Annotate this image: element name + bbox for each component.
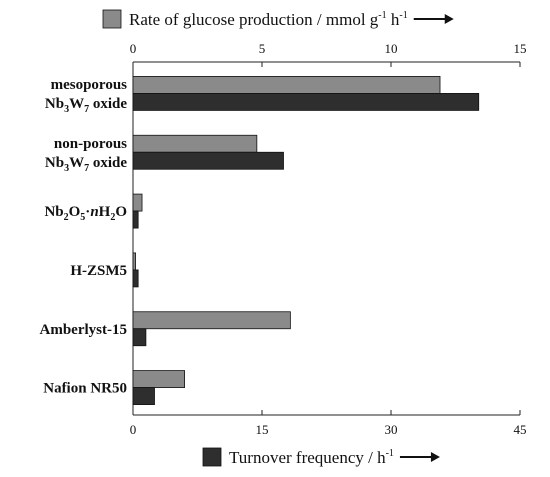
turnover-frequency-bar xyxy=(132,210,139,229)
top-axis: 0 5 10 15 xyxy=(130,41,527,67)
category-label: non-porous xyxy=(54,136,127,152)
top-tick-label: 0 xyxy=(130,41,137,56)
plot-frame xyxy=(132,61,520,416)
legend-top: Rate of glucose production / mmol g-1 h-… xyxy=(102,9,454,29)
top-tick-label: 15 xyxy=(514,41,527,56)
top-tick-label: 5 xyxy=(259,41,266,56)
bottom-tick-label: 30 xyxy=(385,422,398,437)
category-label: H-ZSM5 xyxy=(70,263,127,279)
turnover-frequency-bar xyxy=(132,93,480,111)
category-label: mesoporous xyxy=(51,77,128,93)
category-label: Amberlyst-15 xyxy=(40,322,127,338)
bottom-tick-label: 45 xyxy=(514,422,527,437)
glucose-rate-bar xyxy=(132,370,185,388)
legend-bottom: Turnover frequency / h-1 xyxy=(202,447,440,467)
glucose-rate-bar xyxy=(132,134,258,153)
legend-swatch xyxy=(102,9,122,29)
turnover-frequency-bar xyxy=(132,151,284,170)
glucose-rate-bar xyxy=(132,76,441,94)
category-label: Nb2O5·nH2O xyxy=(44,204,127,223)
legend-arrow-head xyxy=(444,14,454,24)
bars xyxy=(132,76,480,405)
bottom-tick-label: 15 xyxy=(256,422,269,437)
category-label: Nb3W7 oxide xyxy=(45,155,127,174)
glucose-rate-bar xyxy=(132,193,143,212)
glucose-rate-bar xyxy=(132,311,291,330)
bottom-tick-label: 0 xyxy=(130,422,137,437)
legend-label: Rate of glucose production / mmol g-1 h-… xyxy=(129,10,408,29)
legend-arrow-head xyxy=(430,452,440,462)
category-label: Nafion NR50 xyxy=(43,381,127,397)
bottom-axis: 0 15 30 45 xyxy=(130,410,527,437)
turnover-frequency-bar xyxy=(132,328,147,347)
turnover-frequency-bar xyxy=(132,269,139,288)
glucose-rate-bar xyxy=(132,252,136,271)
legend-swatch xyxy=(202,447,222,467)
category-label: Nb3W7 oxide xyxy=(45,96,127,115)
category-labels: mesoporous Nb3W7 oxide non-porous Nb3W7 oxi… xyxy=(40,77,128,397)
legend-label: Turnover frequency / h-1 xyxy=(229,448,394,467)
turnover-frequency-bar xyxy=(132,387,155,405)
top-tick-label: 10 xyxy=(385,41,398,56)
